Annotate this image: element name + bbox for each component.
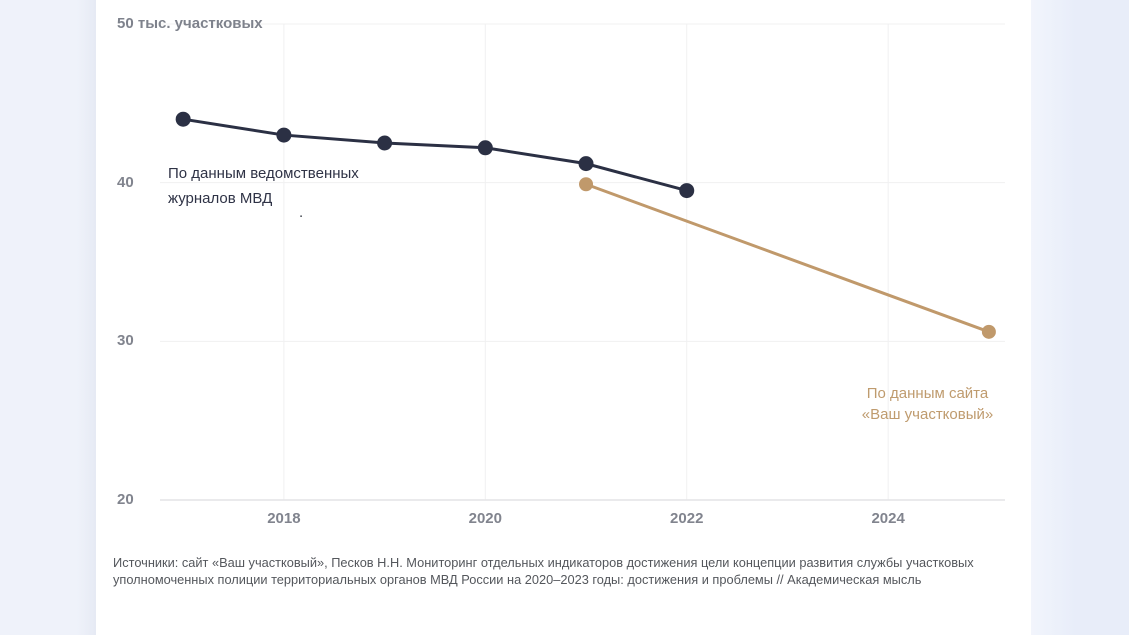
y-axis-title: 50 тыс. участковых: [117, 15, 263, 32]
series-label-site: По данным сайта «Ваш участковый»: [845, 383, 1010, 425]
left-page-gutter: [0, 0, 96, 635]
x-tick-label-2022: 2022: [670, 510, 704, 527]
stray-period-annotation: .: [299, 204, 304, 221]
series-label-mvd-line1: По данным ведомственных: [168, 165, 359, 182]
source-note-line2: уполномоченных полиции территориальных о…: [113, 571, 922, 587]
series-label-mvd: По данным ведомственных журналов МВД: [168, 161, 359, 211]
y-tick-label-30: 30: [117, 332, 134, 350]
source-note: Источники: сайт «Ваш участковый», Песков…: [113, 555, 1023, 588]
x-tick-label-2018: 2018: [267, 510, 301, 527]
right-page-gutter: [1031, 0, 1129, 635]
chart-card: [96, 0, 1031, 635]
y-tick-label-20: 20: [117, 491, 134, 508]
x-tick-label-2024: 2024: [871, 510, 905, 527]
series-label-site-line2: «Ваш участковый»: [861, 406, 994, 423]
y-tick-label-40: 40: [117, 173, 134, 191]
series-label-site-line1: По данным сайта: [866, 385, 989, 402]
x-tick-label-2020: 2020: [468, 510, 502, 527]
series-label-mvd-line2: журналов МВД: [168, 190, 273, 207]
source-note-line1: Источники: сайт «Ваш участковый», Песков…: [113, 555, 974, 570]
